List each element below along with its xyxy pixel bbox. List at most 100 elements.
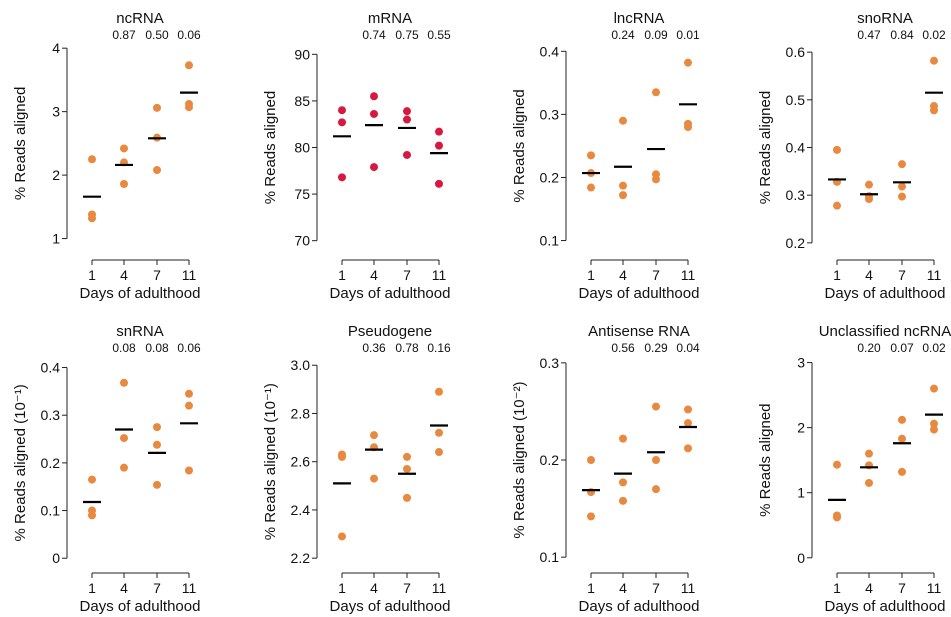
data-point: [403, 115, 411, 124]
data-point: [930, 106, 938, 115]
y-tick-label: 3.0: [291, 357, 311, 373]
data-point: [120, 434, 128, 443]
x-tick-label: 4: [370, 580, 378, 596]
x-axis-label: Days of adulthood: [80, 285, 201, 302]
data-point: [403, 464, 411, 473]
data-point: [88, 475, 96, 484]
data-point: [153, 103, 161, 112]
p-value-label: 0.24: [611, 28, 635, 42]
chart-title: Antisense RNA: [588, 323, 690, 340]
data-point: [865, 180, 873, 189]
p-value-label: 0.08: [112, 341, 136, 355]
data-point: [898, 160, 906, 169]
data-point: [120, 179, 128, 188]
data-point: [684, 58, 692, 67]
x-tick-label: 4: [865, 267, 873, 283]
data-point: [338, 118, 346, 127]
x-tick-label: 1: [833, 580, 841, 596]
p-value-label: 0.29: [644, 341, 668, 355]
data-point: [185, 389, 193, 398]
data-point: [338, 173, 346, 182]
data-point: [370, 109, 378, 118]
y-tick-label: 0.3: [41, 407, 61, 423]
data-point: [435, 141, 443, 150]
data-point: [88, 511, 96, 520]
data-point: [120, 378, 128, 387]
y-tick-label: 2.6: [291, 454, 311, 470]
chart-title: snoRNA: [857, 10, 913, 27]
y-axis-label: % Reads aligned (10⁻¹): [12, 384, 29, 541]
data-point: [338, 532, 346, 541]
data-point: [619, 434, 627, 443]
y-tick-label: 0.3: [540, 355, 560, 371]
y-axis-label: % Reads aligned: [757, 91, 774, 204]
data-point: [435, 127, 443, 136]
data-point: [865, 194, 873, 203]
y-tick-label: 0.4: [540, 43, 560, 59]
data-point: [619, 496, 627, 505]
y-tick-label: 4: [52, 40, 60, 56]
y-tick-label: 0.3: [540, 106, 560, 122]
p-value-label: 0.47: [857, 28, 881, 42]
x-tick-label: 11: [432, 580, 447, 596]
y-tick-label: 75: [294, 186, 310, 202]
x-tick-label: 4: [120, 267, 128, 283]
x-tick-label: 1: [88, 580, 96, 596]
y-tick-label: 0: [52, 550, 60, 566]
x-tick-label: 1: [338, 267, 346, 283]
p-value-label: 0.09: [644, 28, 668, 42]
data-point: [652, 175, 660, 184]
y-axis-label: % Reads aligned: [757, 403, 774, 516]
p-value-label: 0.55: [427, 28, 451, 42]
y-tick-label: 2: [797, 420, 805, 436]
p-value-label: 0.36: [362, 341, 386, 355]
data-point: [185, 401, 193, 410]
data-point: [833, 513, 841, 522]
p-value-label: 0.06: [177, 341, 201, 355]
x-tick-label: 11: [927, 267, 942, 283]
data-point: [370, 163, 378, 172]
data-point: [898, 182, 906, 191]
data-point: [652, 402, 660, 411]
p-value-label: 0.06: [177, 28, 201, 42]
y-tick-label: 0.2: [41, 455, 61, 471]
y-axis-label: % Reads aligned (10⁻²): [511, 381, 528, 538]
y-tick-label: 80: [294, 140, 310, 156]
x-tick-label: 7: [153, 267, 161, 283]
x-tick-label: 11: [681, 267, 696, 283]
y-tick-label: 3: [797, 355, 805, 371]
y-tick-label: 90: [294, 46, 310, 62]
data-point: [930, 384, 938, 393]
data-point: [435, 179, 443, 188]
data-point: [435, 428, 443, 437]
y-axis-label: % Reads aligned: [511, 89, 528, 202]
y-tick-label: 0.2: [540, 452, 560, 468]
data-point: [185, 61, 193, 70]
y-tick-label: 2.4: [291, 502, 311, 518]
data-point: [930, 425, 938, 434]
y-tick-label: 1: [797, 485, 805, 501]
x-tick-label: 7: [153, 580, 161, 596]
x-tick-label: 11: [927, 580, 942, 596]
x-tick-label: 11: [681, 580, 696, 596]
p-value-label: 0.01: [676, 28, 700, 42]
data-point: [898, 467, 906, 476]
x-axis-label: Days of adulthood: [330, 598, 451, 615]
y-tick-label: 0.2: [540, 169, 560, 185]
x-tick-label: 4: [865, 580, 873, 596]
y-tick-label: 0.1: [41, 503, 61, 519]
data-point: [403, 452, 411, 461]
x-tick-label: 4: [370, 267, 378, 283]
p-value-label: 0.02: [922, 341, 946, 355]
y-tick-label: 1: [52, 231, 60, 247]
data-point: [652, 485, 660, 494]
y-tick-label: 0: [797, 550, 805, 566]
p-value-label: 0.74: [362, 28, 386, 42]
x-tick-label: 4: [619, 267, 627, 283]
data-point: [88, 155, 96, 164]
y-tick-label: 0.4: [786, 140, 806, 156]
